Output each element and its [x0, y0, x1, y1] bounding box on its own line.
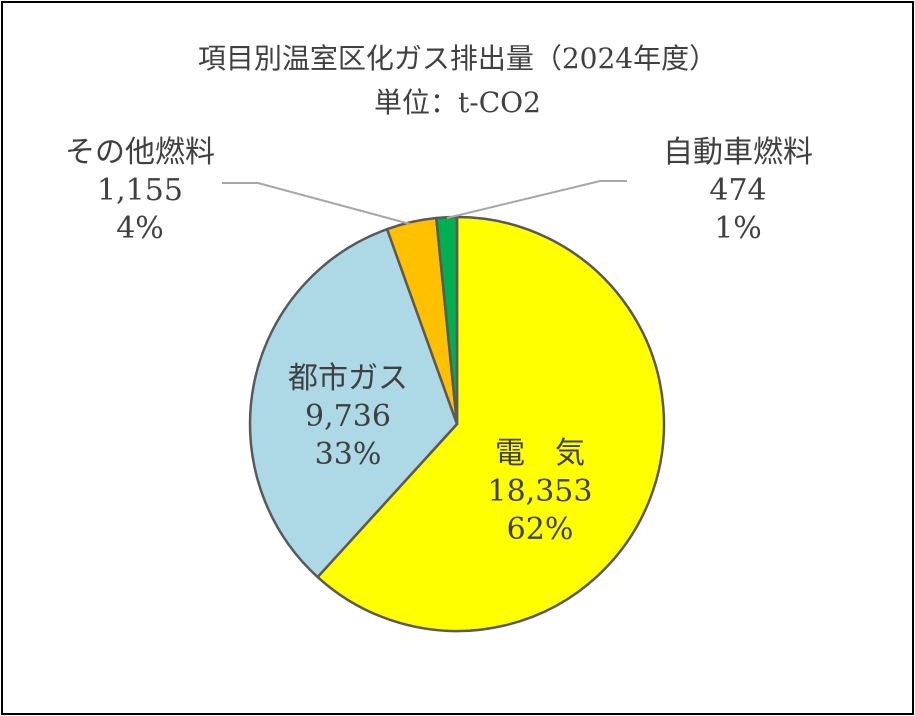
pie-slices — [248, 215, 666, 633]
chart-title: 項目別温室区化ガス排出量（2024年度） — [197, 42, 718, 75]
slice-vehicle-fuel — [435, 215, 459, 426]
slice-label-electricity: 電 気 18,353 62% — [465, 435, 615, 549]
slice-name-other-fuel: その他燃料 — [65, 135, 215, 170]
leader-line-other-fuel — [222, 182, 411, 225]
slice-percent-other-fuel: 4% — [116, 211, 164, 246]
slice-value-city-gas: 9,736 — [305, 399, 391, 434]
slice-label-city-gas: 都市ガス 9,736 33% — [268, 360, 428, 474]
slice-percent-electricity: 62% — [506, 512, 574, 547]
slice-value-other-fuel: 1,155 — [97, 173, 183, 208]
slice-electricity — [316, 215, 666, 633]
slice-label-vehicle-fuel: 自動車燃料 474 1% — [638, 134, 838, 248]
slice-value-electricity: 18,353 — [487, 474, 593, 509]
slice-value-vehicle-fuel: 474 — [709, 173, 767, 208]
slice-percent-vehicle-fuel: 1% — [714, 211, 762, 246]
leader-line-vehicle-fuel — [446, 180, 627, 219]
slice-city-gas — [248, 227, 459, 579]
slice-label-other-fuel: その他燃料 1,155 4% — [40, 134, 240, 248]
chart-subtitle: 単位：t-CO2 — [374, 86, 541, 119]
slice-name-electricity: 電 気 — [495, 436, 585, 471]
slice-name-city-gas: 都市ガス — [288, 361, 408, 396]
slice-name-vehicle-fuel: 自動車燃料 — [663, 135, 813, 170]
slice-percent-city-gas: 33% — [314, 437, 382, 472]
